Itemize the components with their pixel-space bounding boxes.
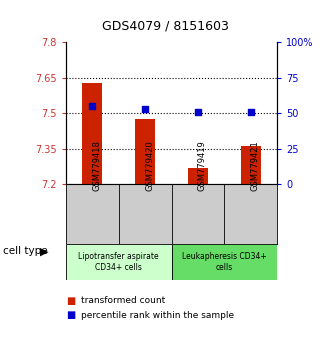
Text: ■: ■ bbox=[66, 310, 75, 320]
Point bbox=[195, 109, 201, 115]
Bar bbox=[188, 167, 208, 184]
Text: GSM779418: GSM779418 bbox=[92, 141, 101, 191]
Text: ▶: ▶ bbox=[40, 246, 49, 256]
Text: Leukapheresis CD34+
cells: Leukapheresis CD34+ cells bbox=[182, 252, 267, 272]
Point bbox=[248, 109, 253, 115]
Text: GSM779420: GSM779420 bbox=[145, 141, 154, 191]
Text: GSM779421: GSM779421 bbox=[251, 141, 260, 191]
Bar bbox=[82, 82, 102, 184]
Text: ■: ■ bbox=[66, 296, 75, 306]
Text: GSM779419: GSM779419 bbox=[198, 141, 207, 191]
Bar bbox=[241, 146, 261, 184]
Point bbox=[90, 103, 95, 109]
Text: Lipotransfer aspirate
CD34+ cells: Lipotransfer aspirate CD34+ cells bbox=[79, 252, 159, 272]
Text: percentile rank within the sample: percentile rank within the sample bbox=[81, 310, 234, 320]
Bar bbox=[66, 244, 172, 280]
Point bbox=[143, 106, 148, 112]
Text: GDS4079 / 8151603: GDS4079 / 8151603 bbox=[102, 19, 228, 33]
Text: transformed count: transformed count bbox=[81, 296, 165, 306]
Text: cell type: cell type bbox=[3, 246, 48, 256]
Bar bbox=[172, 244, 277, 280]
Bar bbox=[135, 119, 155, 184]
